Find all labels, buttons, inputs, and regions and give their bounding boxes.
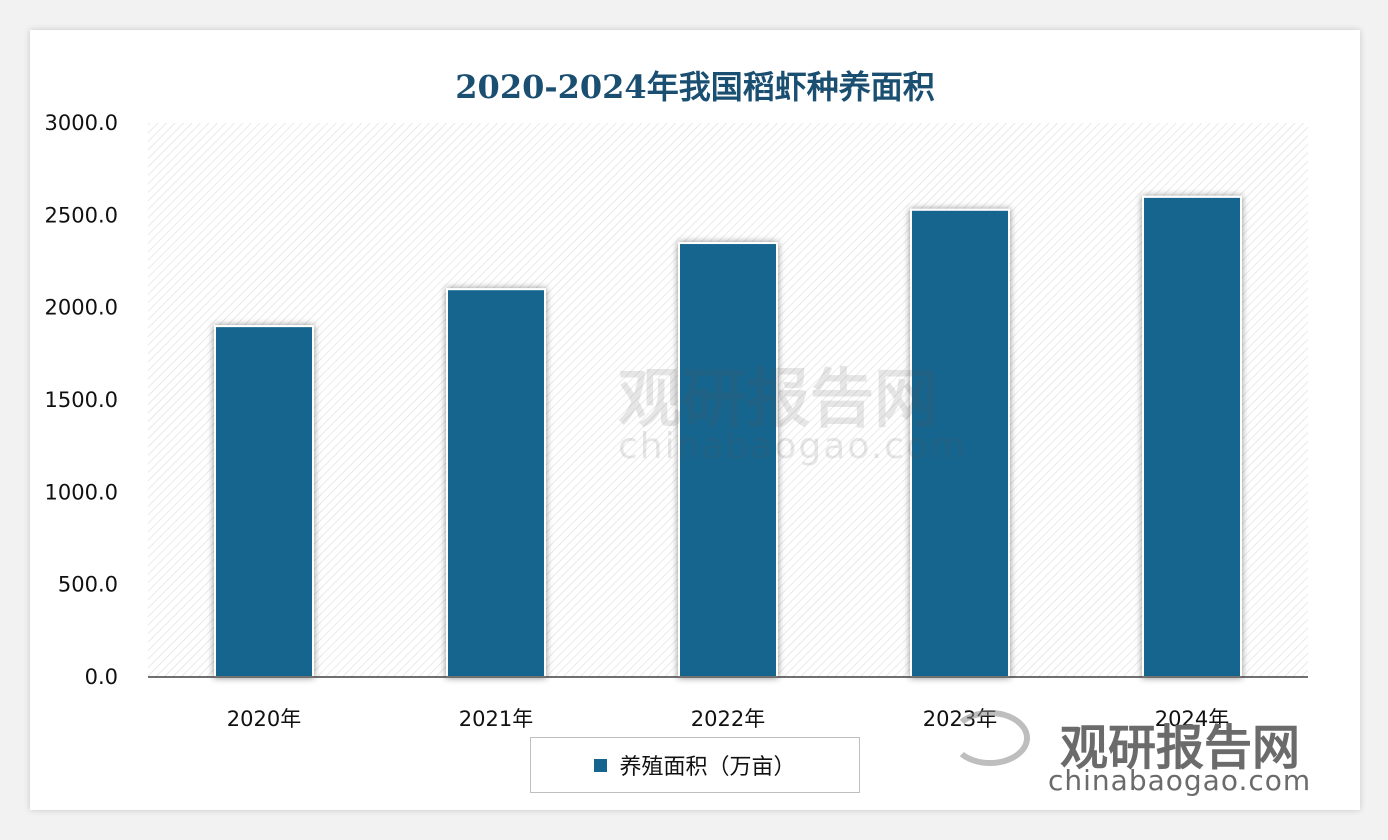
x-tick-label: 2021年	[459, 707, 533, 731]
chart-card: 2020-2024年我国稻虾种养面积 0.0 500.0 1000.0 1500.0 2…	[30, 30, 1360, 810]
bar-2020年	[214, 325, 314, 678]
bar-2021年	[446, 288, 546, 678]
y-tick-label: 0.0	[85, 665, 118, 689]
watermark-center-site: chinabaogao.com	[618, 426, 968, 467]
chart-title: 2020-2024年我国稻虾种养面积	[455, 68, 935, 106]
bar-chart: 0.0 500.0 1000.0 1500.0 2000.0 2500.0 3000.0 2…	[45, 111, 1308, 731]
watermark-logo-icon	[950, 710, 1030, 766]
y-tick-label: 1500.0	[45, 388, 118, 412]
legend-swatch	[594, 758, 608, 772]
y-tick-label: 2500.0	[45, 203, 118, 227]
legend-label: 养殖面积（万亩）	[619, 755, 796, 780]
y-tick-label: 500.0	[58, 573, 118, 597]
legend: 养殖面积（万亩）	[530, 737, 860, 793]
bar-2023年	[910, 208, 1010, 678]
x-tick-label: 2020年	[227, 707, 301, 731]
bar-2024年	[1142, 195, 1242, 678]
y-tick-label: 3000.0	[45, 111, 118, 135]
x-tick-label: 2024年	[1155, 707, 1229, 731]
x-tick-label: 2022年	[691, 707, 765, 731]
watermark-center: 观研报告网	[618, 363, 938, 437]
y-tick-label: 2000.0	[45, 296, 118, 320]
y-tick-label: 1000.0	[45, 480, 118, 504]
bar-2022年	[678, 242, 778, 679]
watermark-brand: 观研报告网	[1060, 720, 1301, 776]
watermark-site: chinabaogao.com	[1048, 764, 1312, 797]
